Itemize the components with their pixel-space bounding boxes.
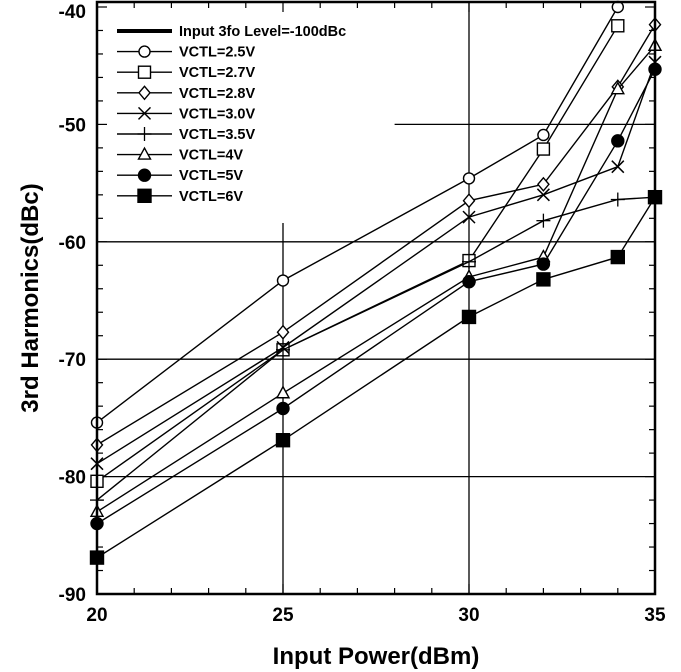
x-tick-label: 20 [86, 605, 107, 626]
legend-marker [137, 127, 152, 141]
data-point [611, 19, 625, 33]
y-tick-label: -60 [59, 233, 86, 254]
data-point [461, 309, 477, 325]
legend: Input 3fo Level=-100dBc VCTL=2.5V VCTL=2.7… [117, 24, 346, 205]
series-line [96, 24, 656, 446]
data-point [275, 385, 291, 399]
legend-item: VCTL=4V [117, 146, 243, 164]
legend-item: VCTL=2.8V [117, 85, 255, 102]
series-line [96, 45, 656, 513]
data-point [610, 249, 625, 265]
legend-label: VCTL=2.8V [179, 86, 255, 102]
legend-label: VCTL=6V [179, 189, 243, 205]
legend-item: VCTL=2.7V [117, 65, 255, 81]
legend-marker [137, 168, 152, 182]
data-point [462, 210, 476, 224]
data-point [611, 134, 625, 148]
tick-labels: 20 25 30 35 -90 -80 -70 -60 -50 -40 [59, 2, 666, 626]
legend-item: VCTL=6V [117, 188, 243, 205]
legend-item: VCTL=5V [117, 168, 243, 184]
data-point [462, 172, 476, 185]
y-tick-label: -90 [59, 585, 86, 606]
data-point [275, 433, 291, 448]
legend-label: VCTL=4V [179, 148, 243, 164]
y-tick-label: -40 [59, 2, 86, 23]
gridlines [97, 2, 655, 594]
data-point [276, 274, 290, 287]
data-point [276, 324, 290, 340]
legend-label: VCTL=3.0V [179, 106, 255, 122]
legend-marker [138, 45, 151, 58]
series-vctl-6v [89, 189, 663, 565]
series-vctl-2-5v [90, 0, 624, 429]
data-point [610, 81, 625, 95]
data-point [611, 160, 625, 174]
data-point [536, 142, 551, 156]
plot-frame [95, 0, 657, 596]
series-layer [89, 0, 663, 565]
data-point [536, 272, 551, 287]
data-point [610, 192, 625, 207]
legend-marker [137, 106, 152, 120]
legend-label: Input 3fo Level=-100dBc [179, 24, 346, 40]
y-axis-title: 3rd Harmonics(dBc) [17, 183, 44, 412]
x-tick-label: 35 [644, 605, 666, 626]
data-point [462, 193, 476, 209]
plot-background [97, 0, 655, 594]
data-point [536, 213, 551, 228]
data-point [276, 342, 290, 357]
legend-item: VCTL=3.5V [117, 127, 255, 143]
data-point [536, 188, 550, 202]
legend-item-reference: Input 3fo Level=-100dBc [117, 24, 346, 40]
y-tick-label: -70 [59, 350, 86, 371]
x-axis-title: Input Power(dBm) [273, 643, 480, 670]
data-point [536, 176, 550, 192]
legend-marker [138, 85, 151, 101]
data-point [536, 257, 551, 271]
data-point [276, 401, 290, 416]
series-vctl-3-5v [90, 190, 662, 508]
legend-label: VCTL=2.7V [179, 65, 255, 81]
x-tick-label: 30 [458, 605, 479, 626]
series-line [96, 196, 656, 559]
series-line [96, 61, 656, 465]
y-tick-label: -50 [59, 115, 86, 136]
legend-label: VCTL=3.5V [179, 127, 255, 143]
legend-item: VCTL=2.5V [117, 45, 255, 61]
legend-marker [137, 65, 152, 79]
legend-marker [137, 188, 152, 204]
legend-label: VCTL=5V [179, 168, 243, 184]
data-point [537, 128, 550, 142]
y-tick-label: -80 [59, 468, 86, 489]
legend-item: VCTL=3.0V [117, 106, 255, 122]
legend-marker [137, 146, 152, 160]
x-tick-label: 25 [272, 605, 294, 626]
series-line [96, 68, 656, 525]
legend-label: VCTL=2.5V [179, 45, 255, 61]
data-point [462, 254, 476, 269]
data-point [462, 275, 476, 289]
